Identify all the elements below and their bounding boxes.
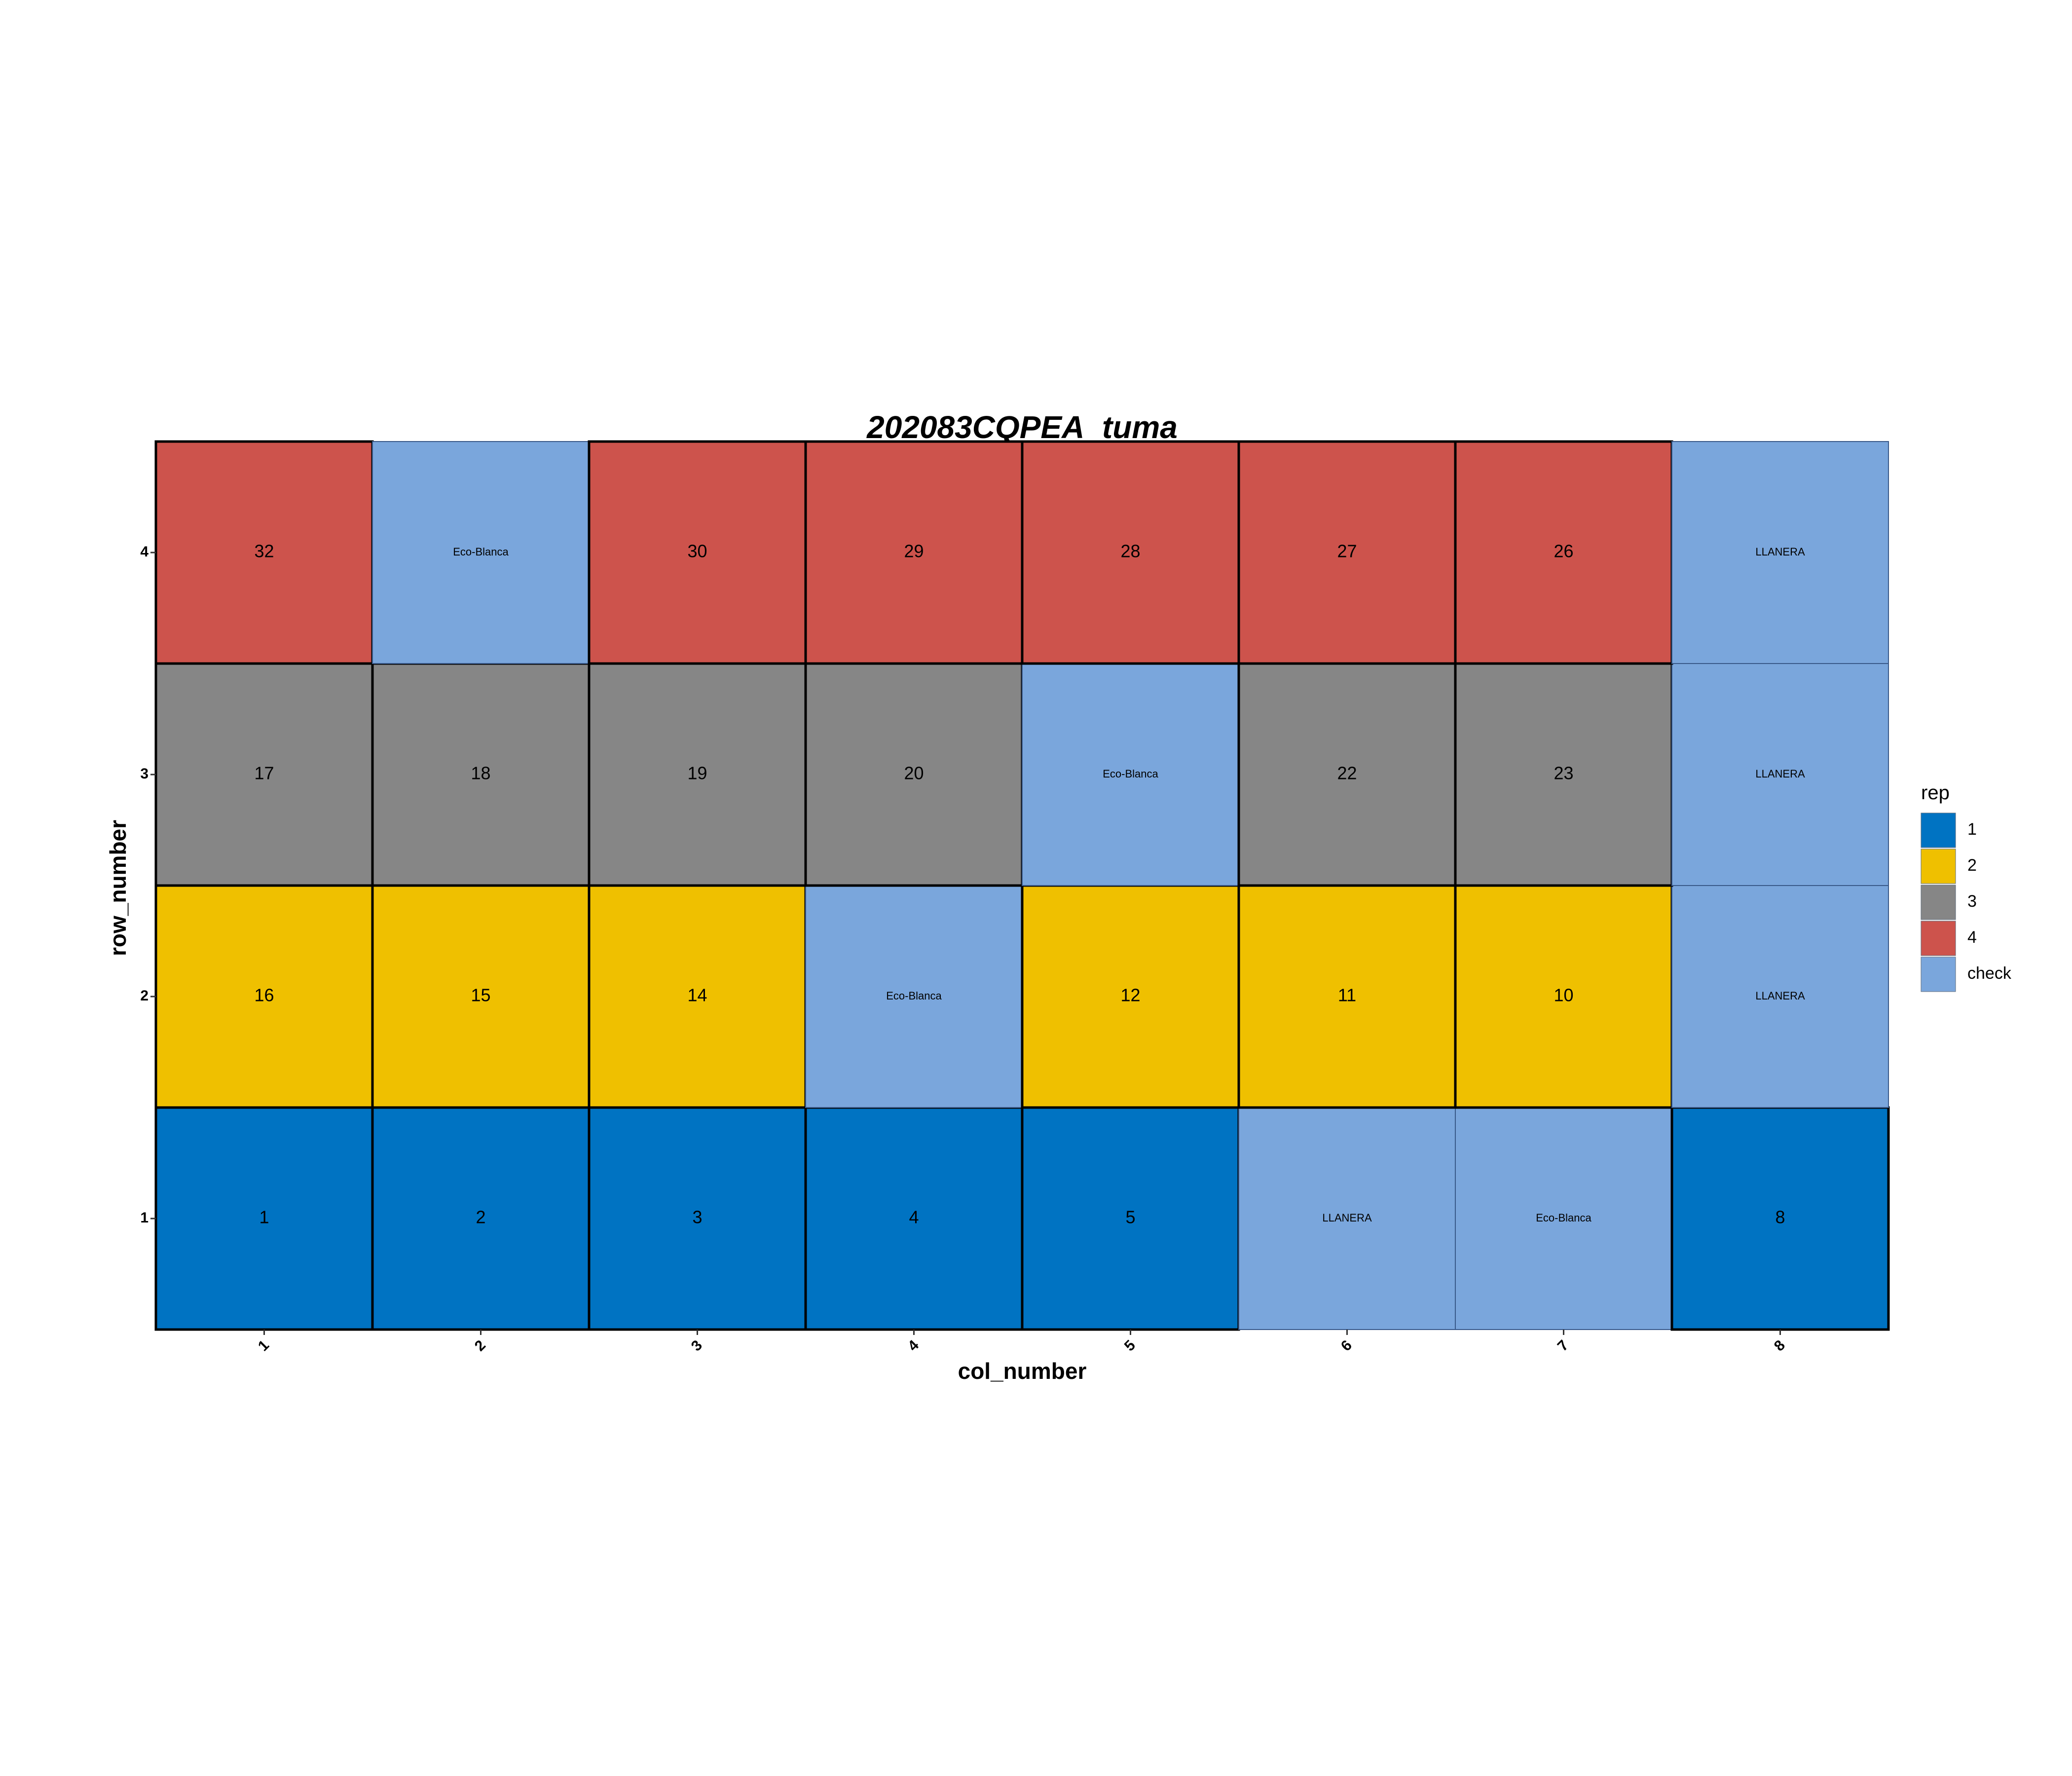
cell-label: LLANERA xyxy=(1755,990,1805,1002)
plot-cell xyxy=(1671,441,1889,664)
cell-label: Eco-Blanca xyxy=(1103,768,1158,780)
plot-cell xyxy=(154,884,374,1109)
legend-label: 4 xyxy=(1967,928,1977,947)
plot-cell xyxy=(1671,885,1889,1108)
cell-label: 5 xyxy=(1125,1207,1135,1227)
plot-cell xyxy=(1237,440,1457,665)
cell-label: Eco-Blanca xyxy=(886,990,942,1002)
x-tick-label: 5 xyxy=(1121,1337,1139,1354)
plot-cell xyxy=(1021,440,1240,665)
cell-label: 3 xyxy=(692,1207,702,1227)
legend-label: 1 xyxy=(1967,820,1977,839)
cell-label: LLANERA xyxy=(1755,546,1805,558)
legend-key xyxy=(1921,849,1956,884)
cell-label: 26 xyxy=(1554,541,1573,561)
plot-cell xyxy=(588,1106,807,1331)
legend-title: rep xyxy=(1921,782,1950,804)
cell-label: 28 xyxy=(1120,541,1140,561)
y-tick-label: 3 xyxy=(140,766,148,782)
cell-label: 20 xyxy=(904,763,924,783)
cell-label: 11 xyxy=(1338,985,1356,1005)
plot-cell xyxy=(1671,663,1889,886)
y-axis-title: row_number xyxy=(105,820,131,956)
y-tick-label: 2 xyxy=(140,988,148,1004)
x-axis-ticks: 1 2 3 4 5 6 7 8 xyxy=(255,1330,1788,1354)
cell-label: 19 xyxy=(687,763,707,783)
x-tick-label: 7 xyxy=(1554,1337,1572,1354)
x-tick-label: 1 xyxy=(255,1337,272,1354)
x-tick-label: 6 xyxy=(1338,1337,1355,1354)
plot-cell xyxy=(804,662,1024,887)
plot-cell xyxy=(804,440,1024,665)
plot-cell xyxy=(371,662,591,887)
cell-label: 2 xyxy=(476,1207,485,1227)
x-axis-title: col_number xyxy=(958,1358,1087,1384)
cell-label: Eco-Blanca xyxy=(1536,1212,1591,1224)
cell-label: 22 xyxy=(1337,763,1357,783)
plot-cell xyxy=(1021,884,1240,1109)
cell-label: 17 xyxy=(254,763,274,783)
legend-key xyxy=(1921,921,1956,956)
plot-cell xyxy=(154,440,374,665)
cell-label: 27 xyxy=(1337,541,1357,561)
plot-cell xyxy=(805,885,1023,1108)
plot-cell xyxy=(1237,884,1457,1109)
x-tick-label: 3 xyxy=(688,1337,705,1354)
x-tick-label: 2 xyxy=(472,1337,489,1354)
y-tick-label: 4 xyxy=(140,544,148,560)
cell-label: 16 xyxy=(254,985,274,1005)
legend-label: 2 xyxy=(1967,856,1977,875)
y-axis-ticks: 1 2 3 4 xyxy=(140,544,156,1226)
plot-cell xyxy=(1454,884,1673,1109)
cell-label: 4 xyxy=(909,1207,919,1227)
x-tick-label: 8 xyxy=(1771,1337,1788,1354)
y-tick-label: 1 xyxy=(140,1210,148,1226)
legend-key xyxy=(1921,813,1956,848)
cell-label: 14 xyxy=(687,985,707,1005)
plot-cell xyxy=(371,884,591,1109)
plot-cell xyxy=(1022,663,1239,886)
cell-label: 18 xyxy=(471,763,490,783)
cell-label: 8 xyxy=(1775,1207,1785,1227)
cell-label: LLANERA xyxy=(1755,768,1805,780)
cell-label: 15 xyxy=(471,985,490,1005)
legend-label: check xyxy=(1967,964,2012,983)
cell-label: 10 xyxy=(1554,985,1573,1005)
plot-cell xyxy=(1454,662,1673,887)
cell-label: 30 xyxy=(687,541,707,561)
cell-label: 32 xyxy=(254,541,274,561)
plot-cell xyxy=(588,884,807,1109)
legend: rep 1 2 3 4 check xyxy=(1921,782,2012,992)
plot-cells: 1 2 3 4 5 LLANERA Eco-Blanca 816 15 14 Eco-Blanca 1… xyxy=(154,440,1890,1331)
plot-cell xyxy=(804,1106,1024,1331)
cell-label: 1 xyxy=(259,1207,269,1227)
plot-cell xyxy=(1238,1107,1456,1330)
legend-key xyxy=(1921,885,1956,920)
plot-cell xyxy=(1670,1106,1890,1331)
plot-cell xyxy=(372,441,590,664)
x-tick-label: 4 xyxy=(905,1337,922,1354)
cell-label: 29 xyxy=(904,541,924,561)
cell-label: 23 xyxy=(1554,763,1573,783)
cell-label: Eco-Blanca xyxy=(453,546,509,558)
legend-label: 3 xyxy=(1967,892,1977,911)
plot-cell xyxy=(588,662,807,887)
plot-cell xyxy=(588,440,807,665)
chart-title: 202083CQPEA_tuma xyxy=(866,409,1178,445)
cell-label: LLANERA xyxy=(1322,1212,1372,1224)
legend-key xyxy=(1921,957,1956,992)
cell-label: 12 xyxy=(1120,985,1140,1005)
